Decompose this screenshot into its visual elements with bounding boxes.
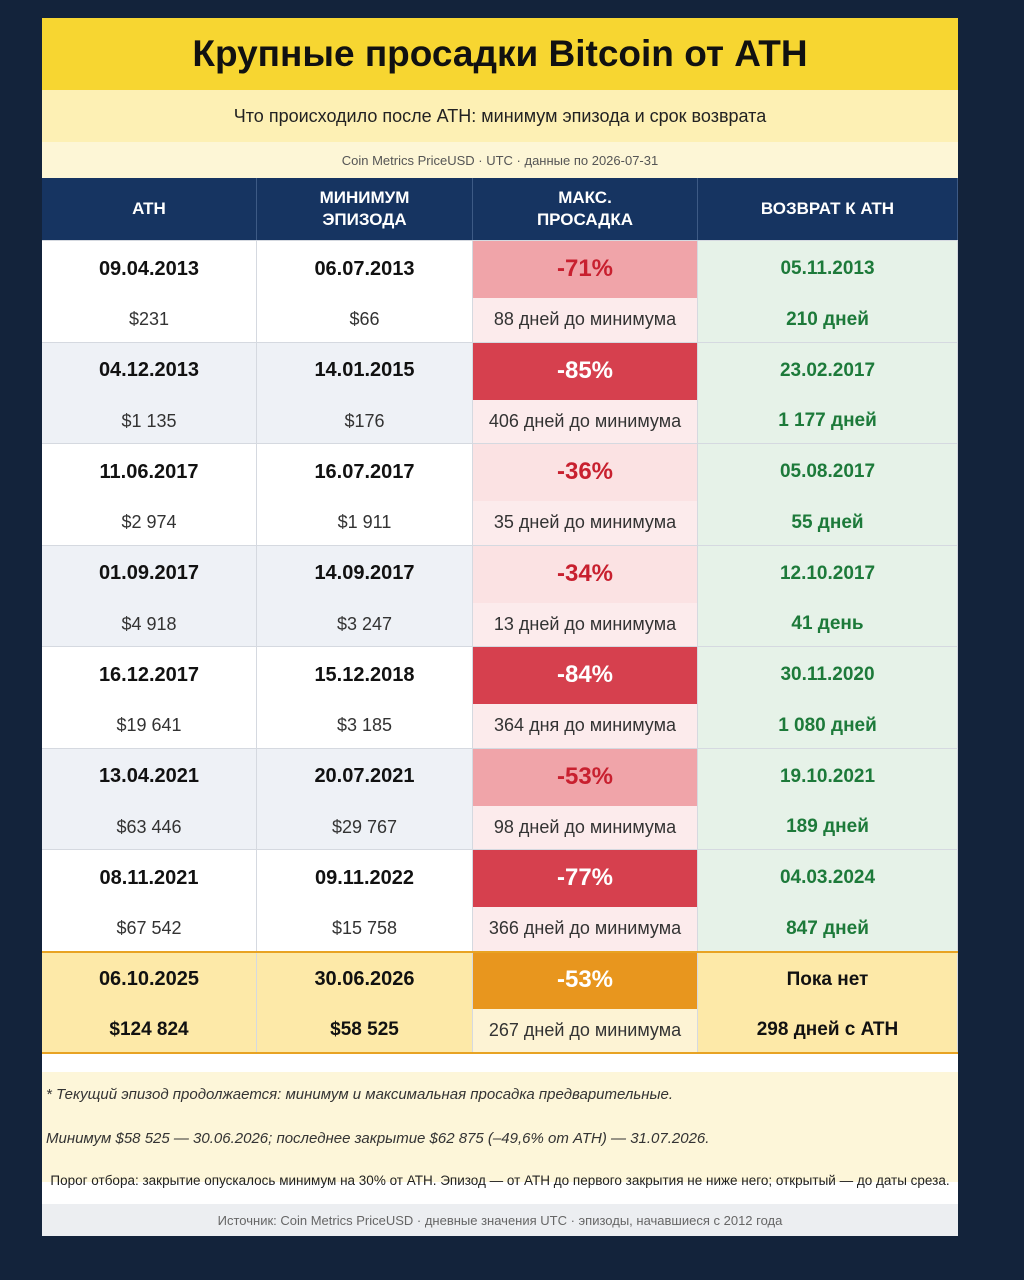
cell: 12.10.2017 — [698, 544, 958, 603]
cell: -34% — [473, 544, 698, 603]
cell: 30.11.2020 — [698, 646, 958, 704]
cell: 1 080 дней — [698, 704, 958, 748]
cell: 364 дня до минимума — [473, 704, 698, 748]
cell: 298 дней с ATH — [698, 1008, 958, 1052]
cell: $63 446 — [42, 805, 257, 849]
cell: 88 дней до минимума — [473, 298, 698, 342]
cell: $231 — [42, 298, 257, 342]
cell: 08.11.2021 — [42, 849, 257, 907]
cell: 05.08.2017 — [698, 443, 958, 501]
cell: 189 дней — [698, 805, 958, 849]
cell: 55 дней — [698, 501, 958, 545]
row-border — [42, 544, 958, 546]
cell: 41 день — [698, 602, 958, 646]
cell: Пока нет — [698, 950, 958, 1009]
cell: -85% — [473, 341, 698, 400]
threshold: Порог отбора: закрытие опускалось миниму… — [50, 1172, 950, 1188]
row-border — [42, 950, 958, 953]
cell: 15.12.2018 — [257, 646, 473, 704]
cell: 11.06.2017 — [42, 443, 257, 501]
cell: 09.11.2022 — [257, 849, 473, 907]
cell: 04.12.2013 — [42, 341, 257, 400]
cell: 05.11.2013 — [698, 240, 958, 298]
column-header: МАКС. ПРОСАДКА — [473, 178, 698, 240]
cell: 06.10.2025 — [42, 950, 257, 1009]
cell: 14.01.2015 — [257, 341, 473, 400]
column-header: ВОЗВРАТ К ATH — [698, 178, 958, 240]
source: Источник: Coin Metrics PriceUSD · дневны… — [42, 1204, 958, 1236]
cell: $19 641 — [42, 704, 257, 748]
row-border — [42, 646, 958, 647]
cell: $1 911 — [257, 501, 473, 545]
cell: $29 767 — [257, 805, 473, 849]
row-border — [42, 849, 958, 850]
cell: $4 918 — [42, 602, 257, 646]
cell: $67 542 — [42, 907, 257, 951]
cell: -36% — [473, 443, 698, 501]
cell: 847 дней — [698, 907, 958, 951]
cell: 16.12.2017 — [42, 646, 257, 704]
cell: -71% — [473, 240, 698, 298]
column-header: ATH — [42, 178, 257, 240]
cell: 13.04.2021 — [42, 747, 257, 806]
cell: 01.09.2017 — [42, 544, 257, 603]
cell: $15 758 — [257, 907, 473, 951]
row-border — [42, 443, 958, 444]
cell: 16.07.2017 — [257, 443, 473, 501]
row-border — [42, 747, 958, 749]
cell: 98 дней до минимума — [473, 805, 698, 849]
cell: -77% — [473, 849, 698, 907]
cell: 20.07.2021 — [257, 747, 473, 806]
cell: $2 974 — [42, 501, 257, 545]
title: Крупные просадки Bitcoin от ATH — [42, 18, 958, 90]
cell: $3 247 — [257, 602, 473, 646]
cell: 13 дней до минимума — [473, 602, 698, 646]
row-border — [42, 1052, 958, 1054]
cell: $124 824 — [42, 1008, 257, 1052]
cell: 267 дней до минимума — [473, 1008, 698, 1052]
cell: 406 дней до минимума — [473, 399, 698, 443]
row-border — [42, 341, 958, 343]
cell: $58 525 — [257, 1008, 473, 1052]
cell: $3 185 — [257, 704, 473, 748]
notes-box — [42, 1072, 958, 1182]
cell: $1 135 — [42, 399, 257, 443]
cell: 366 дней до минимума — [473, 907, 698, 951]
cell: -53% — [473, 747, 698, 806]
cell: 14.09.2017 — [257, 544, 473, 603]
cell: 23.02.2017 — [698, 341, 958, 400]
subtitle: Что происходило после ATH: минимум эпизо… — [42, 90, 958, 142]
cell: -84% — [473, 646, 698, 704]
row-border — [42, 240, 958, 241]
cell: 1 177 дней — [698, 399, 958, 443]
card: Крупные просадки Bitcoin от ATH Что прои… — [42, 18, 958, 1236]
cell: 210 дней — [698, 298, 958, 342]
cell: 35 дней до минимума — [473, 501, 698, 545]
cell: -53% — [473, 950, 698, 1009]
column-header: МИНИМУМ ЭПИЗОДА — [257, 178, 473, 240]
cell: 06.07.2013 — [257, 240, 473, 298]
source-line: Coin Metrics PriceUSD · UTC · данные по … — [42, 142, 958, 178]
cell: 09.04.2013 — [42, 240, 257, 298]
cell: $176 — [257, 399, 473, 443]
note: * Текущий эпизод продолжается: минимум и… — [46, 1086, 674, 1103]
cell: $66 — [257, 298, 473, 342]
cell: 04.03.2024 — [698, 849, 958, 907]
cell: 19.10.2021 — [698, 747, 958, 806]
cell: 30.06.2026 — [257, 950, 473, 1009]
note: Минимум $58 525 — 30.06.2026; последнее … — [46, 1130, 710, 1147]
